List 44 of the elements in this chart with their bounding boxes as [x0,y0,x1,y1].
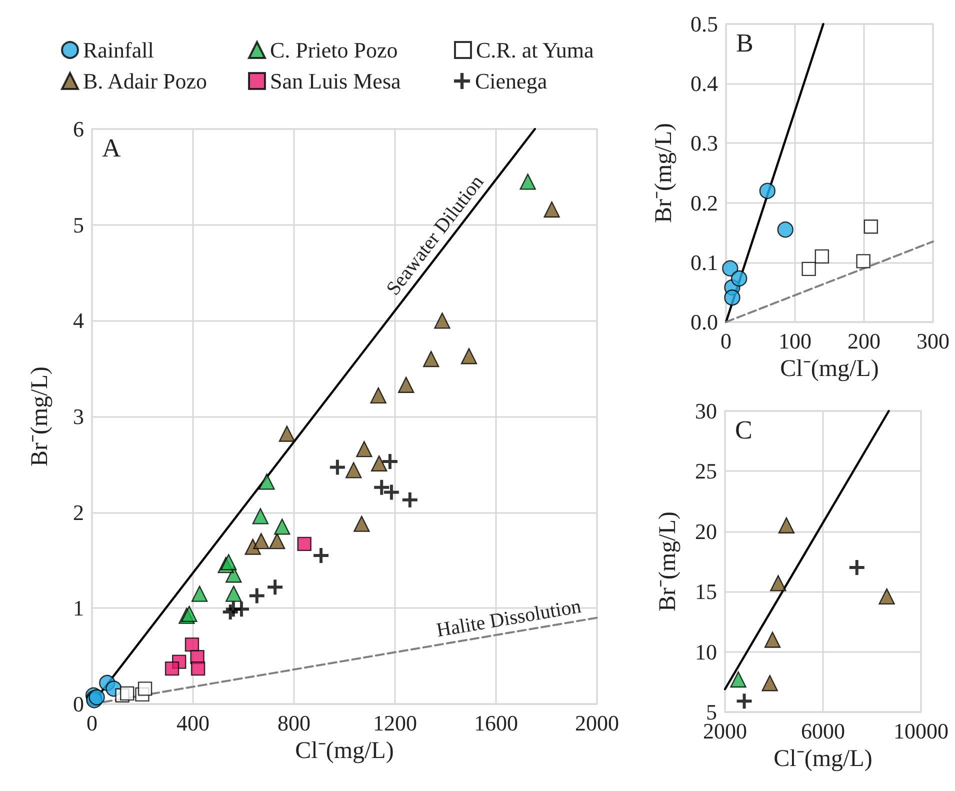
y-tick-label: 25 [695,458,717,484]
y-tick-label: 30 [695,398,717,424]
x-axis-title: Cl⁻(mg/L) [774,746,872,772]
legend-label: Cienega [475,68,548,94]
y-tick-label: 5 [73,212,84,238]
legend-label: C. Prieto Pozo [270,38,398,62]
x-tick-label: 100 [778,328,812,354]
y-tick-label: 0 [73,692,84,716]
y-axis-title: Br⁻(mg/L) [27,366,53,466]
annotation: A [102,134,121,162]
y-tick-label: 2 [73,500,84,525]
annotation: B [736,28,754,58]
y-tick-label: 0.5 [690,12,718,36]
x-tick-label: 10000 [894,718,948,744]
y-axis-title: Br⁻(mg/L) [651,123,677,223]
y-tick-label: 3 [73,404,84,429]
x-tick-label: 400 [176,710,210,736]
x-axis-title: Cl⁻(mg/L) [295,738,394,764]
x-tick-label: 6000 [801,718,845,744]
legend-label: C.R. at Yuma [476,38,594,62]
x-tick-label: 1600 [474,710,518,736]
y-tick-label: 6 [73,116,84,142]
legend-label: Rainfall [83,38,154,62]
legend-label: San Luis Mesa [270,68,401,94]
x-tick-label: 300 [916,328,950,354]
x-tick-label: 1200 [373,710,417,736]
x-tick-label: 2000 [575,710,619,736]
y-tick-label: 0.0 [690,310,718,334]
x-tick-label: 800 [278,710,310,736]
legend-label: B. Adair Pozo [83,68,208,94]
y-tick-label: 0.4 [690,71,718,96]
annotation: Halite Dissolution [434,596,583,642]
y-axis-title: Br⁻(mg/L) [655,512,681,612]
x-tick-label: 200 [848,328,880,354]
y-tick-label: 4 [73,308,84,334]
y-tick-label: 0.1 [690,250,718,275]
y-tick-label: 15 [695,579,717,604]
y-tick-label: 0.3 [690,130,718,156]
y-tick-label: 10 [695,639,717,664]
y-tick-label: 20 [695,518,717,544]
y-tick-label: 0.2 [690,190,718,216]
y-tick-label: 1 [73,596,84,621]
annotation: C [735,416,752,444]
x-axis-title: Cl⁻(mg/L) [780,356,879,382]
